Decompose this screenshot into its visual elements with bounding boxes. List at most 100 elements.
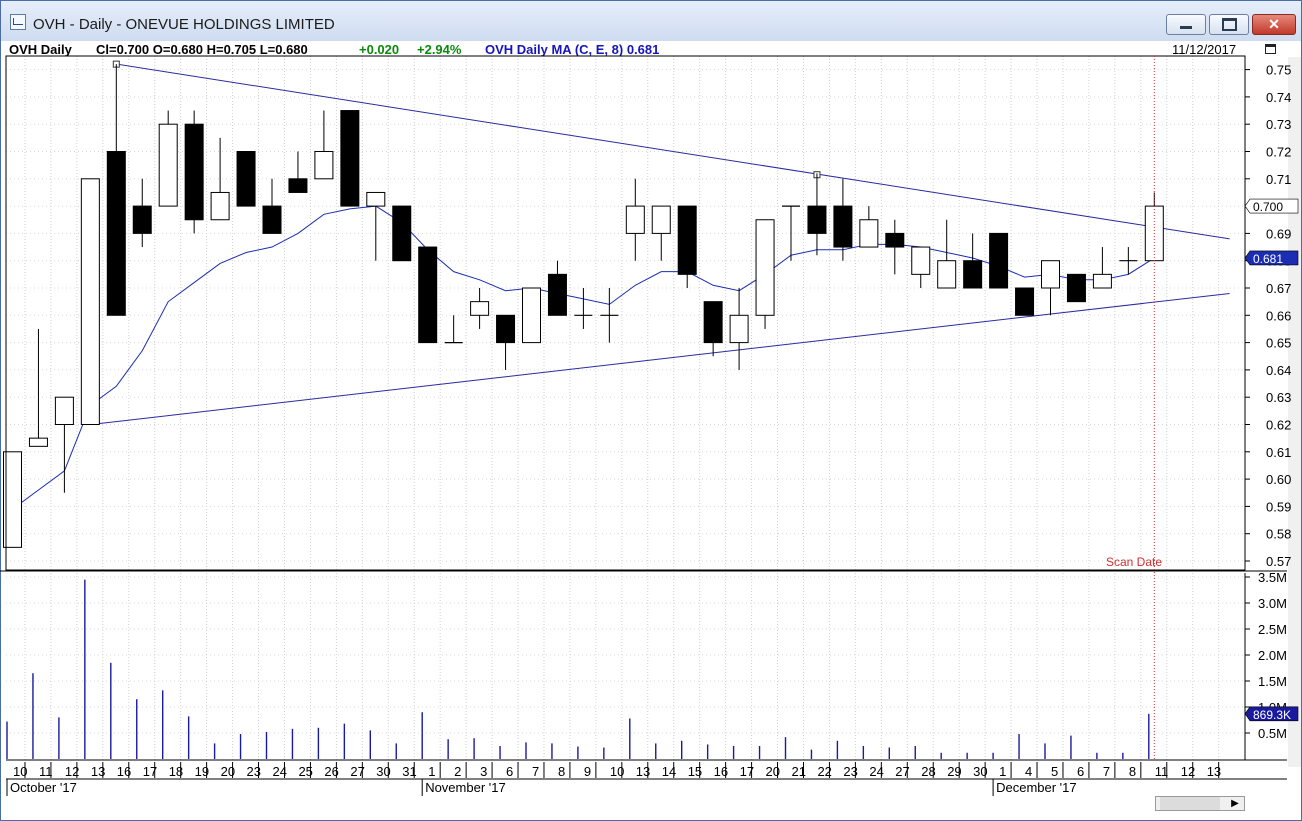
moving-average (5, 205, 1155, 510)
date-label: 30 (376, 764, 390, 779)
date-label: 25 (298, 764, 312, 779)
trendline (90, 292, 1230, 425)
date-label: 30 (973, 764, 987, 779)
date-label: 17 (740, 764, 754, 779)
date-label: 12 (65, 764, 79, 779)
trendline (116, 63, 1230, 240)
date-label: 23 (843, 764, 857, 779)
candlesticks (3, 64, 1164, 548)
date-label: 13 (91, 764, 105, 779)
candle-body (288, 178, 308, 193)
date-label: 9 (584, 764, 591, 779)
month-label: October '17 (10, 780, 77, 795)
date-label: 24 (273, 764, 287, 779)
change-percent: +2.94% (417, 42, 462, 57)
date-label: 1 (999, 764, 1006, 779)
price-label: 0.67 (1266, 281, 1291, 296)
candle-body (496, 314, 516, 344)
candle-body (755, 219, 775, 316)
maximize-button[interactable] (1209, 14, 1249, 35)
candle-body (989, 232, 1009, 289)
ma-readout[interactable]: OVH Daily MA (C, E, 8) 0.681 (485, 42, 660, 57)
volume-label: 3.0M (1258, 596, 1287, 611)
volume-label: 2.5M (1258, 622, 1287, 637)
date-label: 17 (143, 764, 157, 779)
date-label: 10 (610, 764, 624, 779)
date-label: 12 (1181, 764, 1195, 779)
date-label: 13 (1207, 764, 1221, 779)
scroll-right-icon[interactable]: ▶ (1231, 798, 1239, 809)
date-label: 14 (662, 764, 676, 779)
candle-body (392, 205, 412, 262)
price-label: 0.73 (1266, 117, 1291, 132)
vertical-scrollbar[interactable] (1288, 57, 1301, 767)
candle-body (418, 246, 438, 344)
date-label: 23 (247, 764, 261, 779)
date-label: 3 (480, 764, 487, 779)
chart-app-icon (10, 14, 26, 30)
month-label: December '17 (996, 780, 1077, 795)
close-button[interactable]: ✕ (1252, 14, 1296, 35)
price-label: 0.59 (1266, 499, 1291, 514)
candle-body (132, 205, 152, 234)
date-label: 6 (506, 764, 513, 779)
candle-body (1041, 260, 1060, 289)
date-label: 20 (221, 764, 235, 779)
price-label: 0.61 (1266, 445, 1291, 460)
volume-label: 3.5M (1258, 570, 1287, 585)
scan-date-label: Scan Date (1106, 555, 1162, 569)
candle-body (3, 451, 22, 548)
pane-maximize-icon[interactable] (1265, 44, 1276, 54)
last-close-tag-box (1244, 198, 1299, 214)
date-label: 16 (117, 764, 131, 779)
candle-body (1066, 273, 1086, 303)
candle-body (885, 232, 905, 248)
price-label: 0.64 (1266, 363, 1291, 378)
date-label: 2 (454, 764, 461, 779)
date-label: 11 (39, 764, 53, 779)
date-label: 4 (1025, 764, 1032, 779)
price-label: 0.65 (1266, 336, 1291, 351)
candle-body (1092, 273, 1112, 289)
price-label: 0.71 (1266, 172, 1291, 187)
price-label: 0.72 (1266, 145, 1291, 160)
date-label: 28 (921, 764, 935, 779)
candle-body (522, 287, 541, 344)
title-bar[interactable]: OVH - Daily - ONEVUE HOLDINGS LIMITED ✕ (1, 1, 1301, 41)
candle-body (158, 123, 178, 207)
date-label: 26 (324, 764, 338, 779)
change-value: +0.020 (359, 42, 400, 57)
month-label: November '17 (425, 780, 506, 795)
candle-body (340, 110, 360, 207)
ma-value-tag: 0.681 (1253, 252, 1283, 266)
candle-body (262, 205, 282, 234)
date-label: 11 (1155, 764, 1169, 779)
candle-body (937, 260, 957, 289)
volume-label: 0.5M (1258, 726, 1287, 741)
candle-body (729, 314, 749, 344)
ohlc-readout: Cl=0.700 O=0.680 H=0.705 L=0.680 (96, 42, 308, 57)
ma-value-tag-box (1244, 250, 1299, 266)
minimize-icon (1180, 26, 1192, 29)
candle-body (470, 301, 490, 316)
candle-body (963, 260, 983, 289)
candle-body (703, 301, 723, 344)
info-bar: OVH Daily Cl=0.700 O=0.680 H=0.705 L=0.6… (1, 41, 1301, 57)
price-label: 0.57 (1266, 554, 1291, 569)
date-label: 7 (1103, 764, 1110, 779)
price-label: 0.63 (1266, 390, 1291, 405)
date-label: 13 (636, 764, 650, 779)
window-title: OVH - Daily - ONEVUE HOLDINGS LIMITED (33, 16, 335, 33)
date-label: 18 (169, 764, 183, 779)
candle-body (547, 273, 567, 316)
date-label: 19 (195, 764, 209, 779)
date-label: 29 (947, 764, 961, 779)
minimize-button[interactable] (1166, 14, 1206, 35)
chart-axes: 10 11 12 13 16 17 18 19 20 23 24 25 26 27 30 31 1 2 3 6 7 8 9 1… (0, 55, 1299, 796)
date-label: 8 (558, 764, 565, 779)
candle-body (314, 151, 334, 180)
date-label: 27 (350, 764, 364, 779)
candle-body (833, 205, 853, 248)
scroll-thumb[interactable] (1160, 797, 1220, 810)
